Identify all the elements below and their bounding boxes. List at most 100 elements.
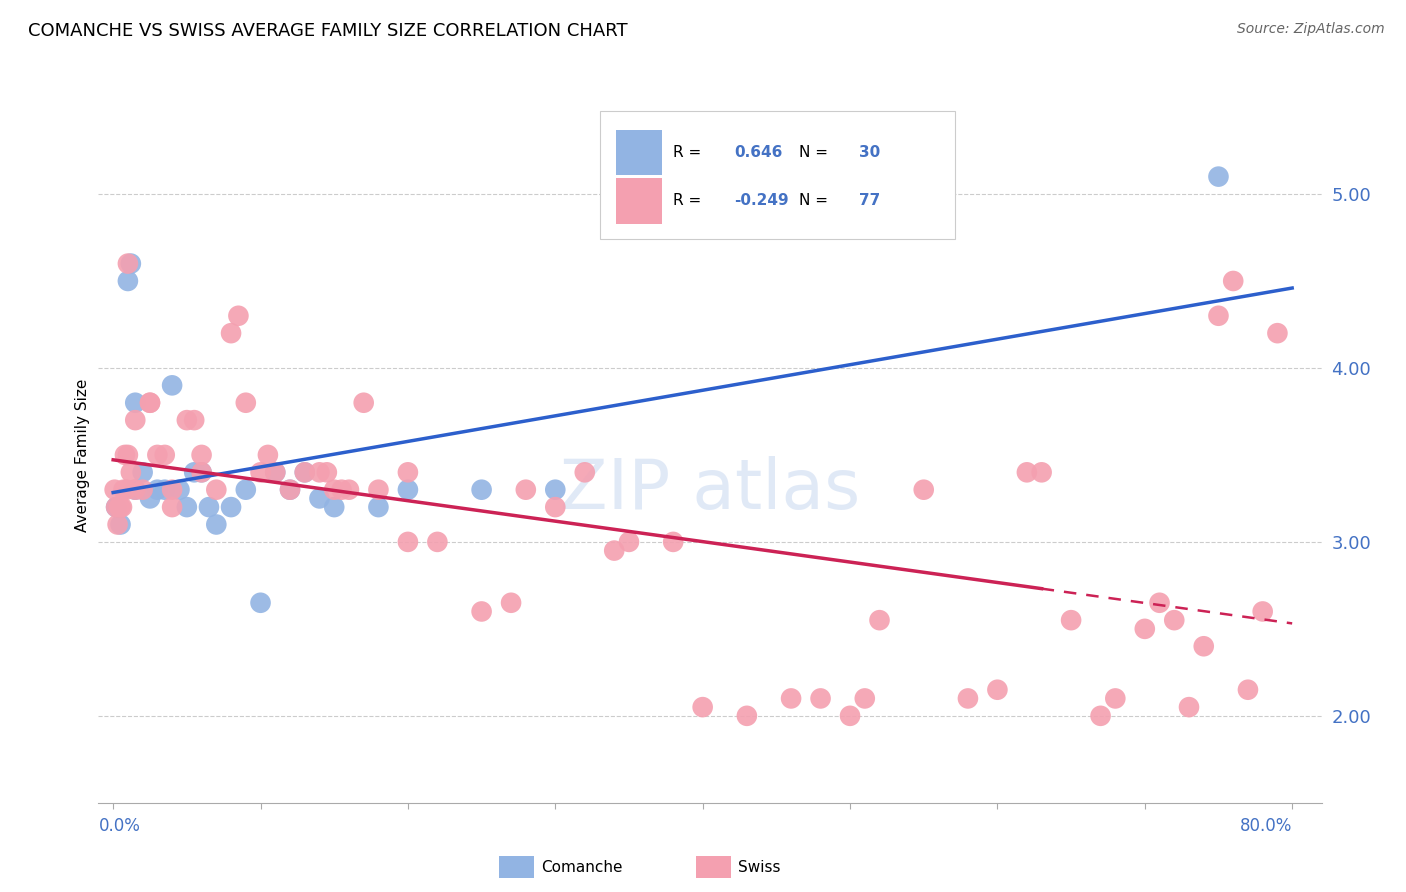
Text: COMANCHE VS SWISS AVERAGE FAMILY SIZE CORRELATION CHART: COMANCHE VS SWISS AVERAGE FAMILY SIZE CO… <box>28 22 627 40</box>
Point <box>367 483 389 497</box>
Point <box>337 483 360 497</box>
Point <box>1251 605 1274 619</box>
Point <box>176 500 198 514</box>
Point <box>367 500 389 514</box>
Point <box>278 483 301 497</box>
Point <box>544 483 567 497</box>
Point <box>176 413 198 427</box>
Point <box>839 708 862 723</box>
Point <box>330 483 353 497</box>
Point <box>235 396 257 410</box>
Point <box>110 517 132 532</box>
Point <box>257 448 280 462</box>
Point <box>183 466 205 480</box>
Point <box>219 500 242 514</box>
Point <box>104 483 127 497</box>
Text: 0.646: 0.646 <box>734 145 783 160</box>
Point <box>117 448 139 462</box>
Point <box>190 448 212 462</box>
Point <box>308 491 330 506</box>
Point <box>1031 466 1053 480</box>
Point <box>323 500 346 514</box>
Point <box>912 483 935 497</box>
Point <box>780 691 803 706</box>
Text: 0.0%: 0.0% <box>98 817 141 835</box>
Point <box>396 483 419 497</box>
Point <box>117 274 139 288</box>
Point <box>1133 622 1156 636</box>
Point <box>160 483 183 497</box>
Point <box>160 378 183 392</box>
Point <box>112 483 135 497</box>
Point <box>986 682 1008 697</box>
Point <box>1015 466 1038 480</box>
Point <box>1267 326 1289 341</box>
Point <box>810 691 832 706</box>
Point <box>160 500 183 514</box>
Point <box>107 517 129 532</box>
Point <box>735 708 758 723</box>
Point <box>396 466 419 480</box>
Point <box>1237 682 1260 697</box>
Point <box>153 448 176 462</box>
Point <box>315 466 337 480</box>
Point <box>146 483 169 497</box>
Point <box>120 466 142 480</box>
Y-axis label: Average Family Size: Average Family Size <box>75 378 90 532</box>
Point <box>146 448 169 462</box>
Point <box>190 466 212 480</box>
Point <box>105 500 128 514</box>
Point <box>110 500 132 514</box>
Text: R =: R = <box>673 145 706 160</box>
Point <box>139 491 162 506</box>
Point <box>308 466 330 480</box>
Point <box>515 483 537 497</box>
Point <box>131 483 153 497</box>
Point <box>471 483 494 497</box>
Point <box>115 483 138 497</box>
Point <box>853 691 876 706</box>
Text: N =: N = <box>800 194 834 209</box>
Point <box>1208 309 1230 323</box>
Point <box>1222 274 1244 288</box>
Point <box>1163 613 1185 627</box>
Point <box>278 483 301 497</box>
Point <box>294 466 316 480</box>
Point <box>124 413 146 427</box>
Point <box>131 466 153 480</box>
Point <box>869 613 891 627</box>
Point <box>1208 169 1230 184</box>
Point <box>396 535 419 549</box>
Point <box>1104 691 1126 706</box>
FancyBboxPatch shape <box>600 111 955 239</box>
Point <box>235 483 257 497</box>
Point <box>692 700 714 714</box>
Point <box>139 396 162 410</box>
Point <box>471 605 494 619</box>
Point <box>662 535 685 549</box>
Point <box>1090 708 1112 723</box>
Point <box>574 466 596 480</box>
Point <box>108 500 131 514</box>
Text: 80.0%: 80.0% <box>1240 817 1292 835</box>
Point <box>617 535 640 549</box>
Point <box>249 466 271 480</box>
Point <box>1149 596 1171 610</box>
Point <box>190 466 212 480</box>
Point <box>264 466 287 480</box>
Point <box>105 500 128 514</box>
Point <box>114 448 136 462</box>
Point <box>353 396 375 410</box>
Point <box>124 483 146 497</box>
Point <box>603 543 626 558</box>
FancyBboxPatch shape <box>616 129 662 175</box>
Point <box>264 466 287 480</box>
Text: Comanche: Comanche <box>541 860 623 874</box>
Point <box>124 396 146 410</box>
Point <box>117 257 139 271</box>
Point <box>426 535 449 549</box>
Point <box>1192 639 1215 653</box>
Text: N =: N = <box>800 145 834 160</box>
Text: 30: 30 <box>859 145 880 160</box>
Point <box>956 691 979 706</box>
